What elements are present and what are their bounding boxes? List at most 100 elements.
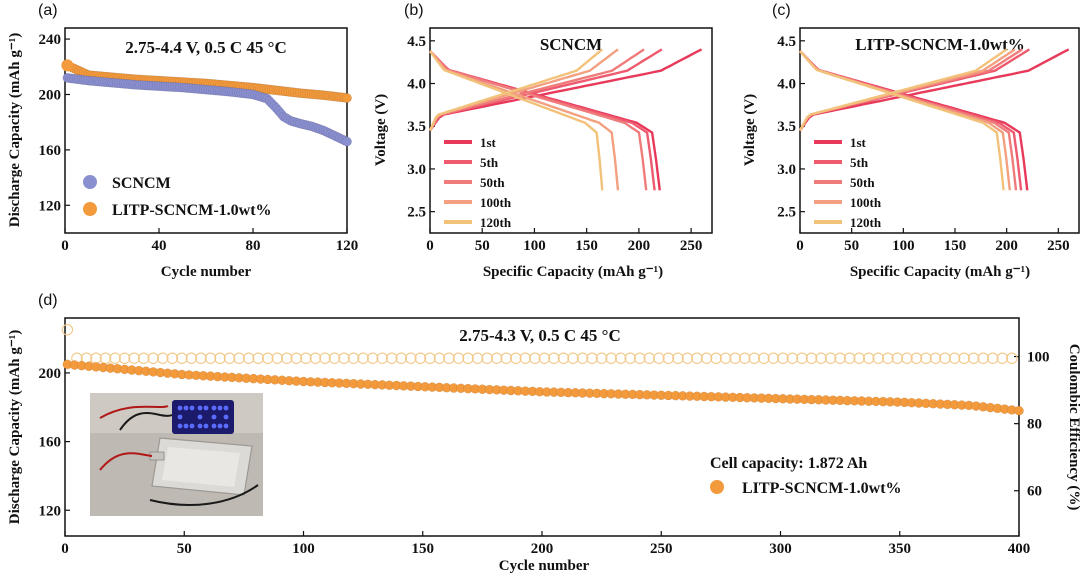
panel-b-frame (429, 27, 713, 234)
ce-point (500, 352, 512, 364)
red-wire-2 (99, 452, 153, 471)
y-tick-label: 240 (39, 32, 62, 48)
ce-point (462, 352, 474, 364)
ce-point (805, 352, 818, 364)
ce-point (824, 352, 837, 364)
x-tick-label: 150 (412, 541, 435, 557)
ce-point (109, 352, 121, 364)
litp-first-point (61, 59, 74, 72)
ce-point (261, 352, 274, 364)
ce-point (882, 352, 894, 364)
ce-point (738, 352, 751, 364)
legend-label-1st: 1st (850, 135, 867, 150)
panel-b-xlabel: Specific Capacity (mAh g⁻¹) (483, 264, 663, 280)
ce-point (490, 352, 503, 364)
y-tick-label: 200 (39, 87, 62, 103)
legend-label-litp: LITP-SCNCM-1.0wt% (112, 202, 272, 219)
panel-c-xlabel: Specific Capacity (mAh g⁻¹) (850, 264, 1030, 280)
x-tick-label: 100 (892, 238, 915, 254)
ce-point (405, 352, 417, 364)
panel-a-legend: SCNCM LITP-SCNCM-1.0wt% (83, 175, 272, 219)
panel-d: (d) 2.75-4.3 V, 0.5 C 45 °C Cycle number… (7, 292, 1080, 574)
ce-point (853, 352, 865, 364)
legend-label-scncm: SCNCM (112, 175, 171, 192)
panel-c: (c) LITP-SCNCM-1.0wt% Specific Capacity … (742, 2, 1080, 280)
ce-point (137, 352, 150, 364)
ce-point (777, 352, 789, 364)
y-tick-label: 3.0 (407, 162, 426, 178)
legend-label-120th: 120th (850, 215, 882, 230)
legend-label-50th: 50th (850, 175, 875, 190)
x-tick-label: 0 (796, 238, 804, 254)
ce-point (634, 352, 646, 364)
y-tick-label: 2.5 (777, 205, 796, 221)
ce-point (691, 352, 703, 364)
ce-point (786, 352, 799, 364)
ce-point (920, 352, 932, 364)
y-tick-label: 160 (39, 143, 62, 159)
ce-point (319, 352, 331, 364)
ce-point (729, 352, 741, 364)
charge-curve-1st (429, 48, 703, 132)
x-tick-label: 200 (628, 238, 651, 254)
ce-point (357, 352, 369, 364)
led-lights (177, 405, 229, 429)
y-tick-label: 3.5 (407, 119, 426, 135)
y-tick-label: 4.0 (407, 77, 426, 93)
ce-point (233, 352, 245, 364)
y-tick-label: 120 (39, 198, 62, 214)
panel-b-ylabel: Voltage (V) (373, 94, 389, 166)
ce-point (862, 352, 875, 364)
ce-point (347, 352, 360, 364)
ce-point (815, 352, 827, 364)
ce-point (510, 352, 522, 364)
black-wire (119, 412, 173, 431)
x-tick-label: 100 (292, 541, 315, 557)
ce-point (586, 352, 598, 364)
ce-point (395, 352, 408, 364)
ce-point (843, 352, 856, 364)
ce-point (948, 352, 961, 364)
y-tick-label: 4.5 (407, 34, 426, 50)
x-tick-label: 300 (769, 541, 792, 557)
panel-a-frame (64, 27, 348, 234)
x-tick-label: 100 (523, 238, 546, 254)
ce-point (614, 352, 627, 364)
ce-point (204, 352, 217, 364)
ce-point (328, 352, 341, 364)
y2-tick-label: 60 (1027, 484, 1042, 500)
legend-label-5th: 5th (480, 155, 499, 170)
x-tick-label: 0 (61, 238, 69, 254)
ce-point (166, 352, 179, 364)
y-tick-label: 3.0 (777, 162, 796, 178)
panel-d-condition: 2.75-4.3 V, 0.5 C 45 °C (459, 326, 621, 345)
panel-a: (a) 2.75-4.4 V, 0.5 C 45 °C Cycle number… (7, 2, 358, 280)
panel-a-condition: 2.75-4.4 V, 0.5 C 45 °C (125, 38, 287, 57)
ce-point (958, 352, 970, 364)
ce-point (128, 352, 140, 364)
ce-point (967, 352, 980, 364)
ce-point (748, 352, 761, 364)
ce-point (605, 352, 617, 364)
x-tick-label: 120 (336, 238, 359, 254)
ce-point (252, 352, 264, 364)
x-tick-label: 150 (944, 238, 967, 254)
ce-point (147, 352, 159, 364)
legend-marker-litp (83, 202, 97, 216)
x-tick-label: 80 (246, 238, 261, 254)
legend-label-100th: 100th (850, 195, 882, 210)
ce-point (672, 352, 684, 364)
y-tick-label: 3.5 (777, 119, 796, 135)
panel-d-xlabel: Cycle number (499, 558, 590, 574)
x-tick-label: 400 (1008, 541, 1031, 557)
ce-point (443, 352, 455, 364)
ce-point (653, 352, 665, 364)
panel-a-xlabel: Cycle number (161, 264, 252, 280)
discharge-curve-50th (429, 50, 648, 191)
ce-point (452, 352, 465, 364)
panel-d-ticks: 0 50 100 150 200 250 300 350 400 120 160 200 60 80 100 (39, 350, 1050, 557)
panel-d-y2label: Coulombic Efficiency (%) (1066, 344, 1080, 511)
charge-curve-120th (798, 48, 1008, 132)
legend-label-1st: 1st (480, 135, 497, 150)
legend-label-5th: 5th (850, 155, 869, 170)
